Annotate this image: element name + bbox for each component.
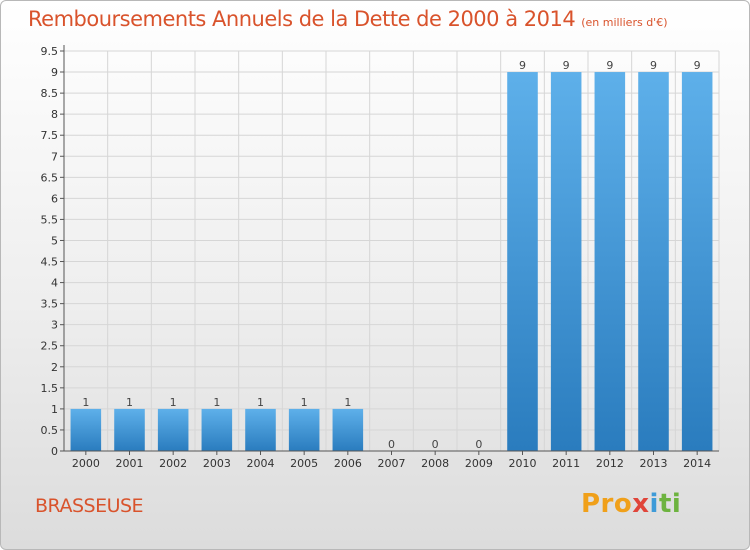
y-tick-label: 0	[51, 445, 58, 458]
y-tick-label: 0.5	[41, 424, 59, 437]
bar	[157, 408, 189, 451]
bar	[681, 72, 713, 451]
x-tick-label: 2000	[72, 457, 100, 470]
data-label: 1	[257, 396, 264, 409]
y-tick-label: 8	[51, 108, 58, 121]
data-label: 9	[563, 59, 570, 72]
y-tick-label: 3.5	[41, 298, 59, 311]
chart-title-text: Remboursements Annuels de la Dette de 20…	[28, 7, 576, 31]
data-label: 1	[344, 396, 351, 409]
logo-part-1: Pro	[581, 489, 633, 519]
y-tick-label: 9.5	[41, 45, 59, 58]
bar	[550, 72, 582, 451]
y-tick-label: 1	[51, 403, 58, 416]
x-tick-label: 2001	[116, 457, 144, 470]
y-tick-label: 6	[51, 192, 58, 205]
x-tick-label: 2002	[159, 457, 187, 470]
data-label: 0	[475, 438, 482, 451]
bar	[594, 72, 626, 451]
data-label: 1	[213, 396, 220, 409]
data-label: 9	[606, 59, 613, 72]
commune-name: BRASSEUSE	[35, 495, 144, 517]
y-tick-label: 8.5	[41, 87, 59, 100]
data-label: 0	[388, 438, 395, 451]
bar	[201, 408, 233, 451]
x-tick-label: 2006	[334, 457, 362, 470]
bar	[114, 408, 145, 451]
y-tick-label: 5	[51, 234, 58, 247]
bar	[288, 408, 320, 451]
x-tick-label: 2007	[378, 457, 406, 470]
bar	[70, 408, 102, 451]
axes	[60, 45, 719, 455]
x-tick-label: 2005	[290, 457, 318, 470]
y-tick-label: 7	[51, 150, 58, 163]
chart-unit: (en milliers d'€)	[581, 16, 668, 29]
data-label: 1	[301, 396, 308, 409]
x-tick-label: 2013	[640, 457, 668, 470]
data-label: 9	[519, 59, 526, 72]
bar	[245, 408, 276, 451]
y-tick-label: 4	[51, 277, 58, 290]
logo-part-2: x	[632, 489, 650, 519]
proxiti-logo: Proxiti	[581, 489, 681, 519]
data-label: 1	[126, 396, 133, 409]
x-tick-label: 2012	[596, 457, 624, 470]
data-label: 9	[694, 59, 701, 72]
bar	[638, 72, 669, 451]
y-tick-label: 2.5	[41, 340, 59, 353]
y-tick-label: 4.5	[41, 256, 59, 269]
x-tick-label: 2009	[465, 457, 493, 470]
logo-part-4: ti	[658, 489, 682, 519]
data-label: 0	[432, 438, 439, 451]
data-label: 1	[170, 396, 177, 409]
labels: 0 0.5 1 1.5 2 2.5 3 3.5 4 4.5 5 5.5 6 6.5 7 7.5 8 8.5 9 9.5…	[41, 45, 712, 470]
x-tick-label: 2004	[247, 457, 275, 470]
y-tick-label: 2	[51, 361, 58, 374]
y-tick-label: 5.5	[41, 213, 59, 226]
y-tick-label: 7.5	[41, 129, 59, 142]
x-tick-label: 2008	[421, 457, 449, 470]
x-tick-label: 2010	[509, 457, 537, 470]
x-tick-label: 2003	[203, 457, 231, 470]
y-tick-label: 9	[51, 66, 58, 79]
logo-part-3: i	[649, 489, 659, 519]
x-tick-label: 2014	[683, 457, 711, 470]
data-label: 1	[82, 396, 89, 409]
y-tick-label: 1.5	[41, 382, 59, 395]
y-tick-label: 3	[51, 319, 58, 332]
data-label: 9	[650, 59, 657, 72]
bar	[507, 72, 538, 451]
bars	[70, 72, 713, 451]
x-tick-label: 2011	[552, 457, 580, 470]
chart-title: Remboursements Annuels de la Dette de 20…	[28, 7, 667, 31]
bar	[332, 408, 364, 451]
y-tick-label: 6.5	[41, 171, 59, 184]
